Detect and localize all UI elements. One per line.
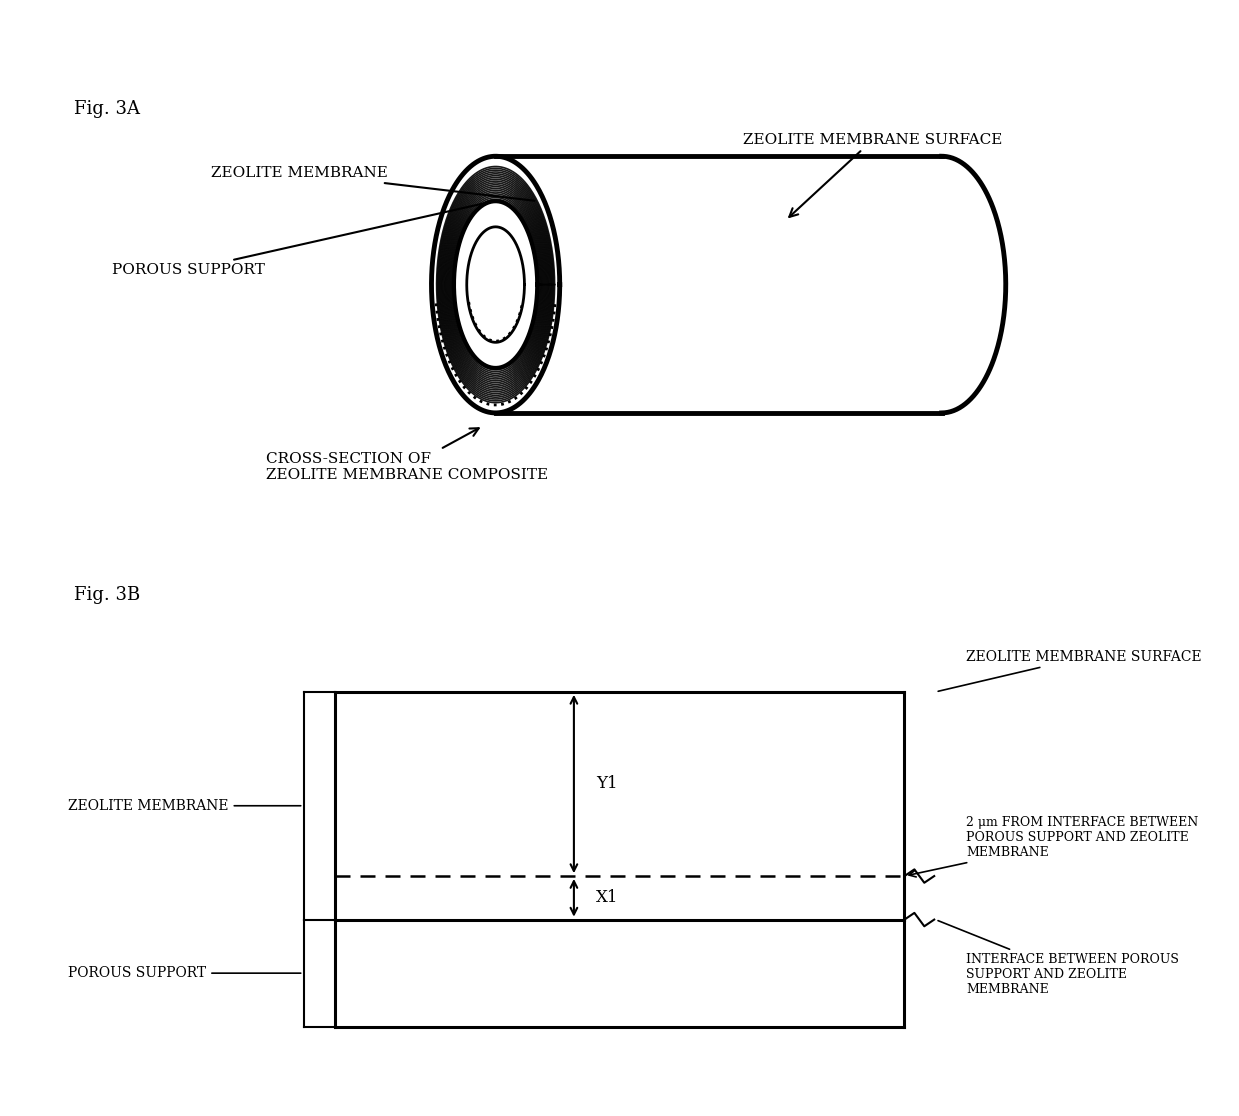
Text: Fig. 3B: Fig. 3B xyxy=(74,586,140,604)
Text: Y1: Y1 xyxy=(596,776,618,792)
Text: X1: X1 xyxy=(596,889,618,906)
Text: ZEOLITE MEMBRANE: ZEOLITE MEMBRANE xyxy=(68,799,301,812)
Text: CROSS-SECTION OF
ZEOLITE MEMBRANE COMPOSITE: CROSS-SECTION OF ZEOLITE MEMBRANE COMPOS… xyxy=(266,429,549,482)
Text: 2 μm FROM INTERFACE BETWEEN
POROUS SUPPORT AND ZEOLITE
MEMBRANE: 2 μm FROM INTERFACE BETWEEN POROUS SUPPO… xyxy=(909,816,1198,877)
Text: ZEOLITE MEMBRANE: ZEOLITE MEMBRANE xyxy=(211,166,534,201)
Text: Fig. 3A: Fig. 3A xyxy=(74,100,140,118)
Text: ZEOLITE MEMBRANE SURFACE: ZEOLITE MEMBRANE SURFACE xyxy=(938,650,1202,691)
Text: INTERFACE BETWEEN POROUS
SUPPORT AND ZEOLITE
MEMBRANE: INTERFACE BETWEEN POROUS SUPPORT AND ZEO… xyxy=(938,921,1180,997)
Text: POROUS SUPPORT: POROUS SUPPORT xyxy=(68,966,301,980)
Text: POROUS SUPPORT: POROUS SUPPORT xyxy=(112,203,487,277)
Text: ZEOLITE MEMBRANE SURFACE: ZEOLITE MEMBRANE SURFACE xyxy=(743,133,1002,217)
